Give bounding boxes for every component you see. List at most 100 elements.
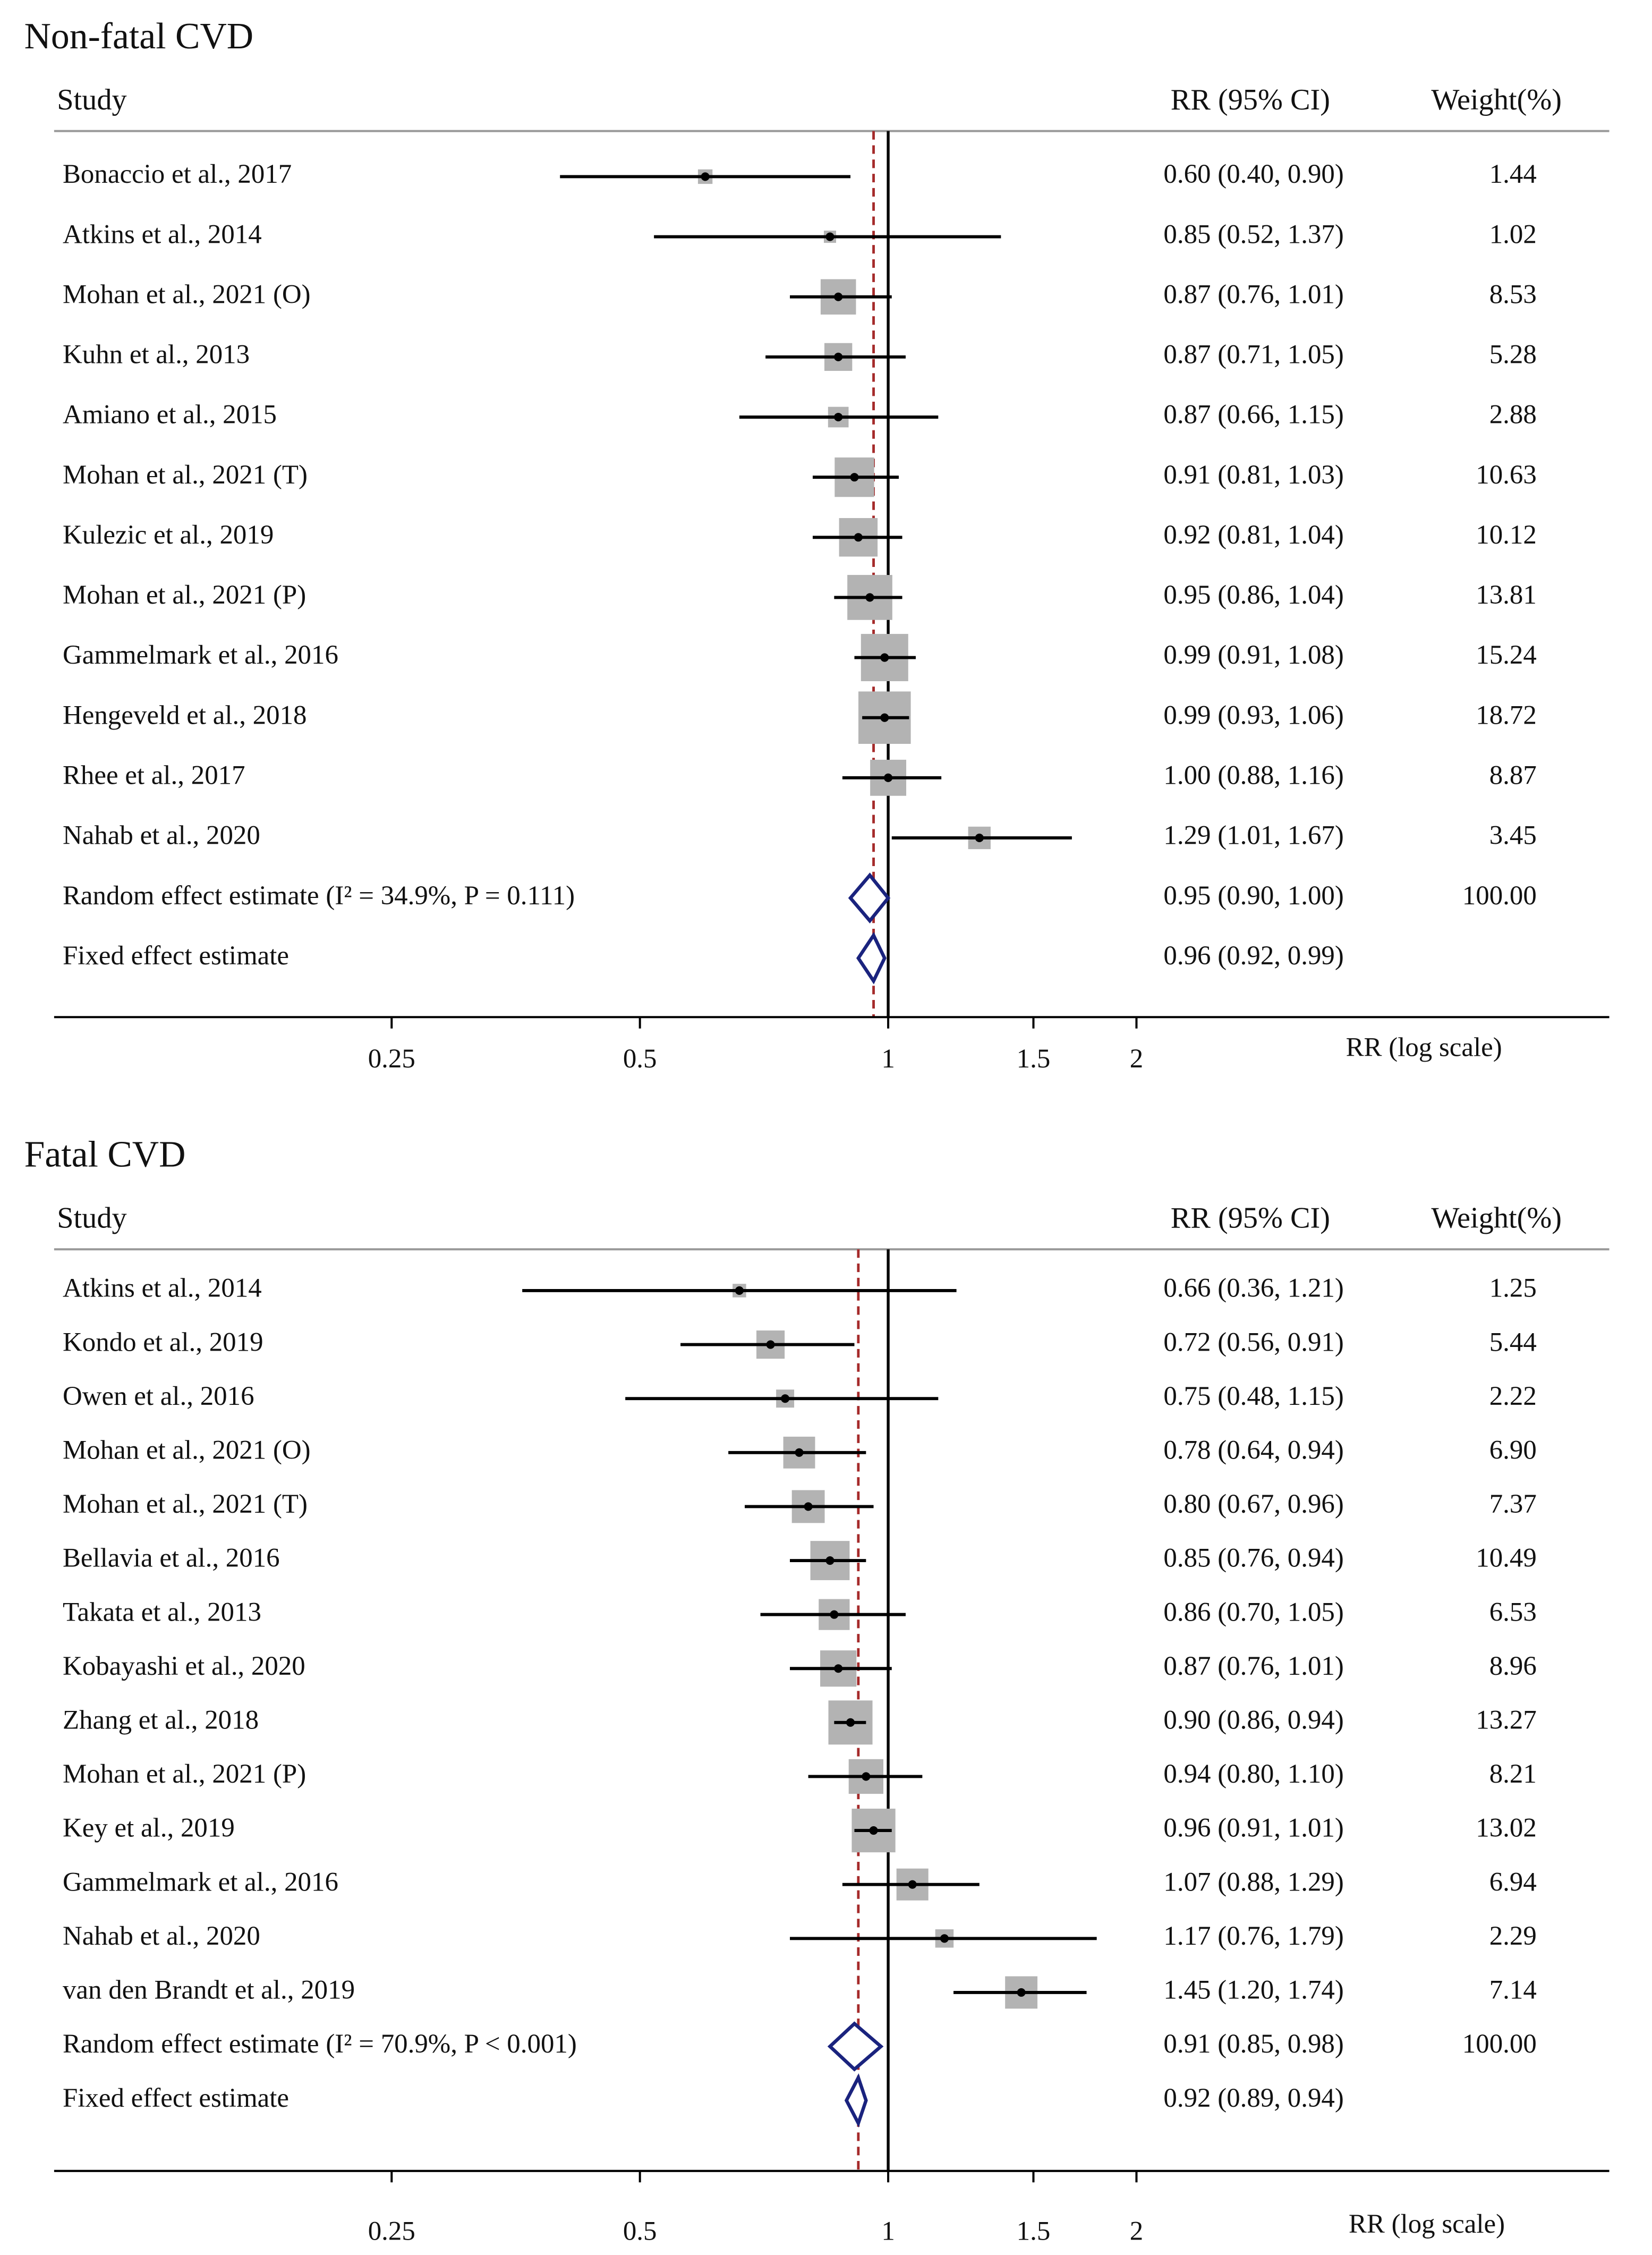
- weight-label: 8.21: [1489, 1759, 1537, 1789]
- point-estimate: [1017, 1988, 1026, 1997]
- rr-label: 0.72 (0.56, 0.91): [1163, 1327, 1343, 1357]
- weight-label: 8.87: [1489, 761, 1537, 791]
- rr-label: 0.86 (0.70, 1.05): [1163, 1597, 1343, 1627]
- point-estimate: [804, 1502, 813, 1511]
- rr-label: 0.87 (0.71, 1.05): [1163, 340, 1343, 370]
- study-name: Key et al., 2019: [63, 1813, 235, 1843]
- point-estimate: [701, 172, 710, 181]
- point-estimate: [850, 473, 859, 482]
- weight-label: 6.94: [1489, 1867, 1537, 1897]
- x-tick-label: 0.25: [368, 1044, 415, 1074]
- rr-label: 0.87 (0.66, 1.15): [1163, 400, 1343, 430]
- study-name: Atkins et al., 2014: [63, 1274, 262, 1303]
- study-name: Mohan et al., 2021 (P): [63, 580, 306, 610]
- rr-label: 0.95 (0.90, 1.00): [1163, 881, 1343, 911]
- weight-label: 7.14: [1489, 1976, 1537, 2005]
- study-name: Mohan et al., 2021 (O): [63, 279, 311, 309]
- point-estimate: [834, 1664, 843, 1673]
- point-estimate: [908, 1880, 917, 1889]
- study-name: Owen et al., 2016: [63, 1381, 254, 1411]
- study-name: Hengeveld et al., 2018: [63, 700, 307, 730]
- pooled-diamond: [827, 2021, 884, 2072]
- study-name: Zhang et al., 2018: [63, 1706, 259, 1735]
- study-name: van den Brandt et al., 2019: [63, 1976, 355, 2005]
- study-name: Kulezic et al., 2019: [63, 520, 274, 550]
- rr-label: 1.45 (1.20, 1.74): [1163, 1976, 1343, 2005]
- study-name: Amiano et al., 2015: [63, 400, 277, 430]
- x-tick-label: 1.5: [1017, 2216, 1051, 2246]
- point-estimate: [854, 533, 863, 542]
- rr-label: 0.99 (0.93, 1.06): [1163, 700, 1343, 730]
- point-estimate: [880, 653, 889, 662]
- column-header: Weight(%): [1431, 1202, 1562, 1235]
- rr-label: 0.96 (0.91, 1.01): [1163, 1813, 1343, 1843]
- x-tick-label: 1: [881, 1044, 895, 1074]
- pooled-diamond: [844, 2073, 868, 2128]
- weight-label: 10.12: [1476, 520, 1537, 550]
- weight-label: 2.29: [1489, 1921, 1537, 1951]
- x-axis-label: RR (log scale): [1349, 2209, 1505, 2239]
- column-header: Study: [57, 83, 126, 116]
- study-name: Mohan et al., 2021 (T): [63, 460, 308, 490]
- study-name: Bellavia et al., 2016: [63, 1544, 280, 1573]
- pooled-name: Fixed effect estimate: [63, 941, 289, 971]
- weight-label: 6.53: [1489, 1597, 1537, 1627]
- x-tick-label: 1: [881, 2216, 895, 2246]
- rr-label: 0.85 (0.52, 1.37): [1163, 219, 1343, 249]
- column-header: RR (95% CI): [1171, 1202, 1330, 1235]
- weight-label: 2.22: [1489, 1381, 1537, 1411]
- rr-label: 0.91 (0.81, 1.03): [1163, 460, 1343, 490]
- weight-label: 1.25: [1489, 1274, 1537, 1303]
- rr-label: 0.60 (0.40, 0.90): [1163, 159, 1343, 189]
- weight-label: 5.44: [1489, 1327, 1537, 1357]
- weight-label: 2.88: [1489, 400, 1537, 430]
- study-name: Bonaccio et al., 2017: [63, 159, 292, 189]
- weight-label: 7.37: [1489, 1489, 1537, 1519]
- rr-label: 0.96 (0.92, 0.99): [1163, 941, 1343, 971]
- point-estimate: [975, 833, 984, 842]
- weight-label: 5.28: [1489, 340, 1537, 370]
- pooled-name: Random effect estimate (I² = 70.9%, P < …: [63, 2029, 577, 2059]
- x-tick-label: 0.5: [623, 2216, 657, 2246]
- column-header: Study: [57, 1202, 126, 1235]
- weight-label: 18.72: [1476, 700, 1537, 730]
- rr-label: 0.95 (0.86, 1.04): [1163, 580, 1343, 610]
- weight-label: 10.63: [1476, 460, 1537, 490]
- rr-label: 0.66 (0.36, 1.21): [1163, 1274, 1343, 1303]
- panel-title: Fatal CVD: [24, 1134, 186, 1175]
- point-estimate: [795, 1448, 804, 1457]
- pooled-diamond: [848, 872, 891, 924]
- rr-label: 1.00 (0.88, 1.16): [1163, 761, 1343, 791]
- rr-label: 0.92 (0.81, 1.04): [1163, 520, 1343, 550]
- rr-label: 0.94 (0.80, 1.10): [1163, 1759, 1343, 1789]
- point-estimate: [830, 1610, 839, 1619]
- point-estimate: [834, 292, 843, 301]
- pooled-name: Fixed effect estimate: [63, 2083, 289, 2113]
- study-name: Mohan et al., 2021 (P): [63, 1759, 306, 1789]
- point-estimate: [825, 1556, 834, 1565]
- rr-label: 0.87 (0.76, 1.01): [1163, 279, 1343, 309]
- weight-label: 10.49: [1476, 1544, 1537, 1573]
- study-name: Nahab et al., 2020: [63, 1921, 260, 1951]
- rr-label: 0.91 (0.85, 0.98): [1163, 2029, 1343, 2059]
- x-tick-label: 2: [1130, 1044, 1143, 1074]
- rr-label: 0.80 (0.67, 0.96): [1163, 1489, 1343, 1519]
- weight-label: 100.00: [1462, 881, 1537, 911]
- column-header: Weight(%): [1431, 83, 1562, 116]
- column-header: RR (95% CI): [1171, 83, 1330, 116]
- study-name: Kuhn et al., 2013: [63, 340, 250, 370]
- study-name: Takata et al., 2013: [63, 1597, 261, 1627]
- point-estimate: [735, 1286, 744, 1295]
- study-name: Atkins et al., 2014: [63, 219, 262, 249]
- point-estimate: [825, 232, 834, 241]
- x-tick-label: 0.5: [623, 1044, 657, 1074]
- weight-label: 3.45: [1489, 821, 1537, 851]
- weight-label: 8.53: [1489, 279, 1537, 309]
- study-name: Mohan et al., 2021 (O): [63, 1435, 311, 1465]
- weight-label: 13.02: [1476, 1813, 1537, 1843]
- x-tick-label: 0.25: [368, 2216, 415, 2246]
- weight-label: 6.90: [1489, 1435, 1537, 1465]
- study-name: Rhee et al., 2017: [63, 761, 245, 791]
- weight-label: 1.02: [1489, 219, 1537, 249]
- study-name: Kobayashi et al., 2020: [63, 1651, 305, 1681]
